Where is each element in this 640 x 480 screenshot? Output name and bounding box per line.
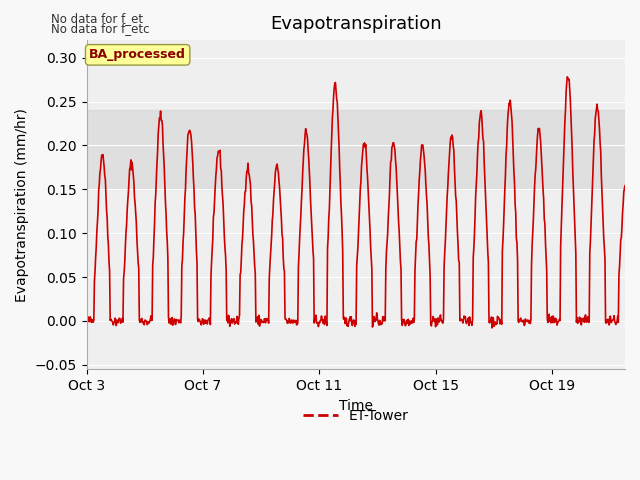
Text: BA_processed: BA_processed xyxy=(89,48,186,61)
Title: Evapotranspiration: Evapotranspiration xyxy=(270,15,442,33)
Bar xyxy=(86,110,625,189)
Text: No data for f_et: No data for f_et xyxy=(51,12,143,25)
Y-axis label: Evapotranspiration (mm/hr): Evapotranspiration (mm/hr) xyxy=(15,108,29,301)
X-axis label: Time: Time xyxy=(339,398,372,412)
Legend: ET-Tower: ET-Tower xyxy=(298,403,414,428)
Text: No data for f_etc: No data for f_etc xyxy=(51,22,150,35)
